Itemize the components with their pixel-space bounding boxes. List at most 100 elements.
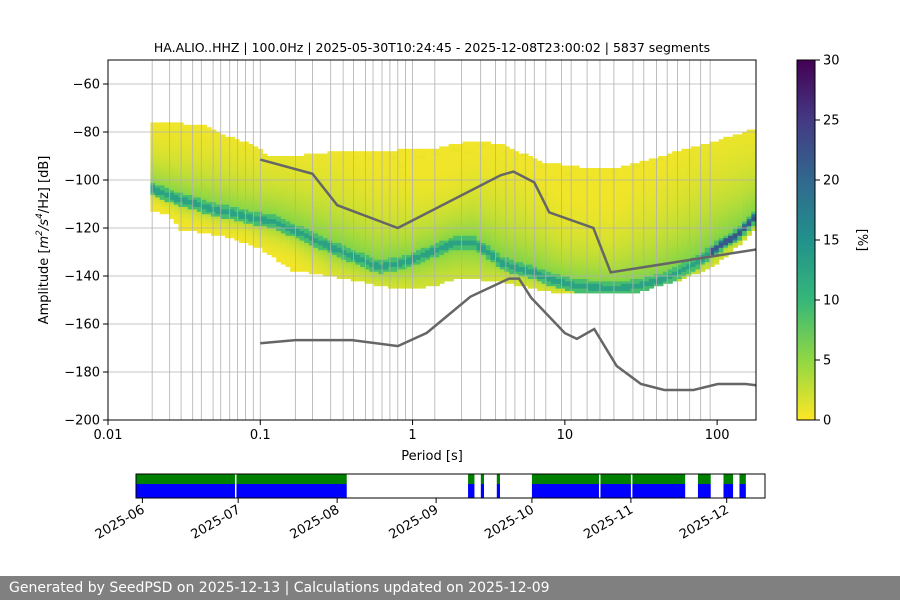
density-cell [532,223,538,227]
density-cell [322,153,329,157]
density-cell [602,249,608,253]
density-cell [439,192,445,195]
density-cell [420,208,426,212]
density-cell [518,244,524,248]
density-cell [299,232,305,236]
density-cell [150,175,156,179]
density-cell [499,211,506,215]
density-cell [192,170,198,174]
density-cell [420,249,426,253]
density-cell [406,228,412,231]
density-cell [364,235,370,239]
density-cell [164,177,170,181]
density-cell [341,192,347,195]
density-cell [304,213,310,217]
density-cell [578,196,585,200]
density-cell [481,223,487,227]
density-cell [252,230,259,234]
density-cell [439,225,445,229]
density-cell [565,264,571,267]
density-cell [578,199,585,203]
density-cell [411,235,417,239]
density-cell [364,261,370,265]
density-cell [369,278,375,282]
density-cell [592,228,599,231]
density-cell [481,216,487,219]
density-cell [383,163,389,167]
density-cell [252,194,259,198]
density-cell [252,187,259,191]
density-cell [434,232,440,236]
density-cell [243,168,249,171]
density-cell [429,268,436,272]
density-cell [332,211,338,215]
density-cell [299,252,305,255]
density-cell [420,254,426,258]
density-cell [574,247,580,251]
density-cell [378,249,384,253]
density-cell [299,213,305,217]
density-cell [388,182,394,186]
density-cell [276,216,282,219]
density-cell [560,168,566,171]
density-cell [238,151,245,155]
density-cell [369,206,375,210]
density-cell [411,285,417,289]
density-cell [341,264,347,267]
density-cell [467,223,473,227]
density-cell [369,252,375,255]
density-cell [364,163,370,167]
density-cell [453,175,459,179]
density-cell [495,180,501,183]
density-cell [252,244,259,248]
density-cell [457,206,464,210]
density-cell [420,201,426,205]
density-cell [574,237,580,241]
density-cell [220,148,226,152]
density-cell [224,160,231,164]
density-cell [560,218,566,222]
density-cell [485,211,492,215]
density-cell [169,189,175,193]
density-cell [420,172,426,176]
density-cell [401,259,408,263]
density-cell [234,146,240,150]
density-cell [369,266,375,270]
density-cell [490,184,496,188]
density-cell [509,259,515,263]
density-cell [462,230,468,234]
density-cell [318,208,324,212]
density-cell [602,252,608,255]
density-cell [415,182,422,186]
density-cell [383,151,389,155]
density-cell [360,204,366,207]
density-cell [327,211,333,215]
density-cell [555,259,561,263]
density-cell [280,158,287,162]
density-cell [252,204,259,207]
density-cell [248,235,254,239]
density-cell [266,168,273,171]
density-cell [336,230,343,234]
density-cell [546,261,552,265]
density-cell [425,204,431,207]
density-cell [448,266,454,270]
density-cell [429,273,436,277]
density-cell [229,187,235,191]
density-cell [215,187,221,191]
density-cell [313,240,319,243]
density-cell [238,165,245,169]
density-cell [234,208,240,212]
density-cell [374,151,380,155]
density-cell [574,204,580,207]
density-cell [313,252,319,255]
density-cell [471,172,478,176]
density-cell [415,264,422,267]
density-cell [327,206,333,210]
density-cell [443,208,450,212]
density-cell [490,175,496,179]
density-cell [453,177,459,181]
density-cell [439,194,445,198]
density-cell [411,276,417,279]
density-cell [322,165,329,169]
